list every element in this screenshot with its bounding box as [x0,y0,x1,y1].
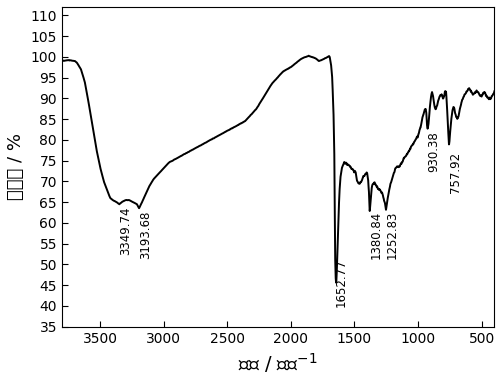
Text: 1380.84: 1380.84 [370,210,383,259]
Y-axis label: 透过率 / %: 透过率 / % [7,133,25,200]
Text: 757.92: 757.92 [449,152,462,193]
Text: 1652.77: 1652.77 [335,258,348,307]
Text: 1252.83: 1252.83 [386,210,399,259]
Text: 3349.74: 3349.74 [119,206,132,255]
X-axis label: 波数 / 厘米$^{-1}$: 波数 / 厘米$^{-1}$ [238,351,318,375]
Text: 930.38: 930.38 [427,131,440,172]
Text: 3193.68: 3193.68 [139,210,152,259]
